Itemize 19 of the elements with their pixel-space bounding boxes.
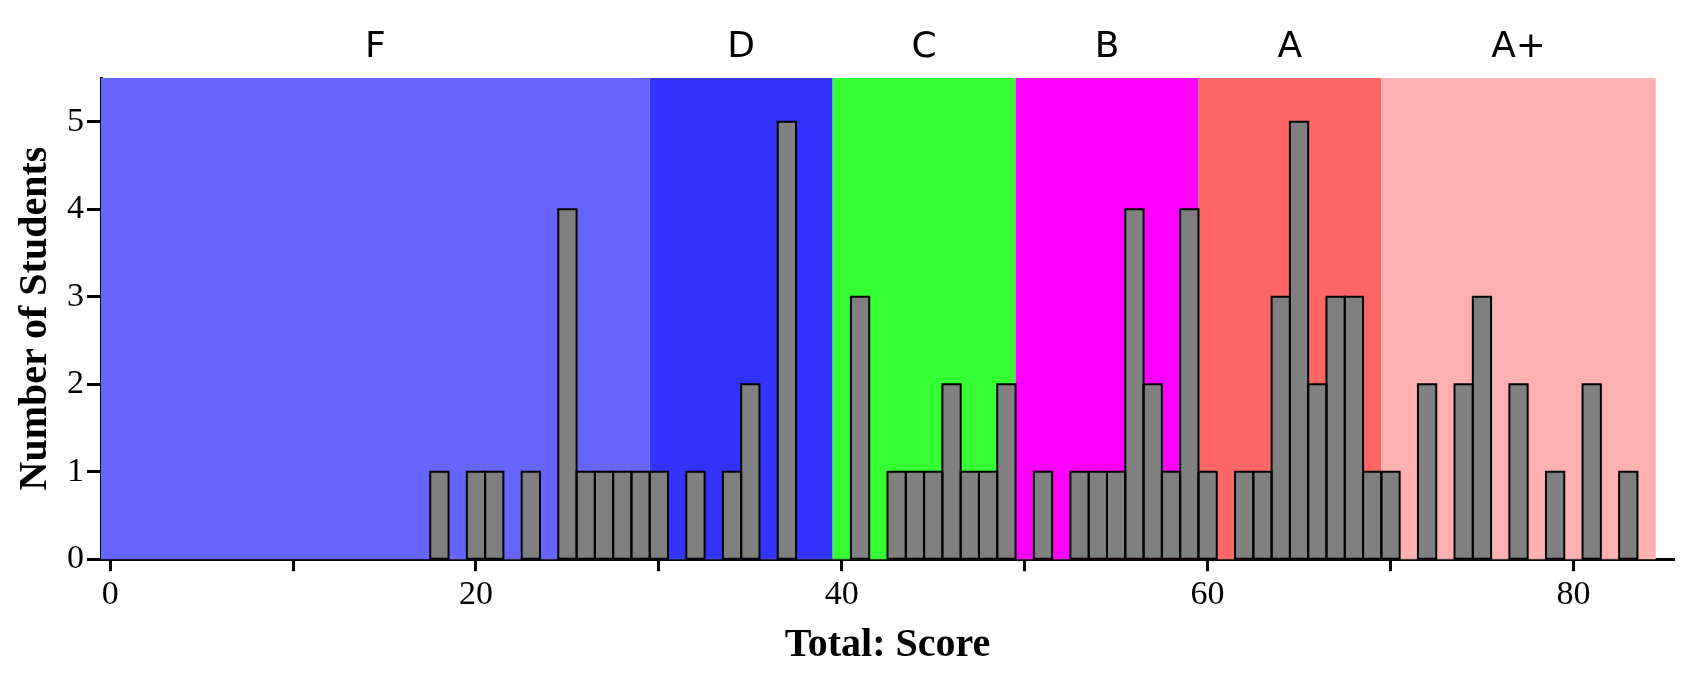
band-label: C [911, 24, 937, 66]
y-tick-label: 2 [67, 363, 84, 401]
x-axis-title: Total: Score [784, 620, 991, 666]
y-tick-label: 5 [67, 100, 84, 138]
y-tick-label: 3 [67, 275, 84, 313]
x-tick-label: 40 [824, 573, 859, 611]
y-tick-label: 1 [67, 450, 84, 488]
band-label: F [365, 24, 386, 66]
band-label: A+ [1491, 24, 1546, 66]
y-tick-label: 4 [67, 188, 84, 226]
band-label: B [1094, 24, 1120, 66]
y-axis-title: Number of Students [10, 146, 56, 491]
x-tick-label: 80 [1556, 573, 1591, 611]
x-tick-label: 20 [458, 573, 493, 611]
x-tick-label: 60 [1190, 573, 1225, 611]
band-label: D [727, 24, 756, 66]
x-tick-label: 0 [101, 573, 119, 611]
y-tick-label: 0 [67, 538, 84, 576]
band-label: A [1277, 24, 1303, 66]
